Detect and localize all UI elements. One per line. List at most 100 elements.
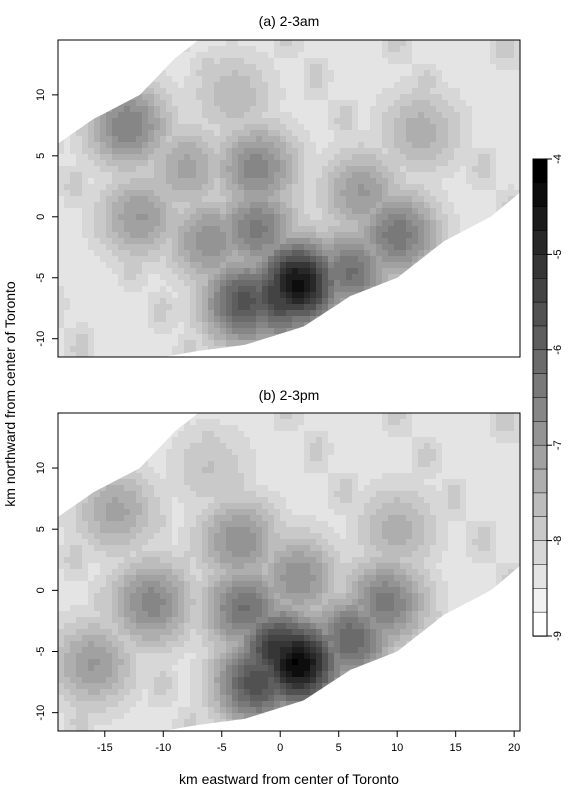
heatmap-cell [184, 76, 191, 83]
heatmap-cell [304, 100, 311, 107]
heatmap-cell [298, 292, 305, 299]
heatmap-cell [430, 202, 437, 209]
heatmap-cell [382, 232, 389, 239]
heatmap-cell [364, 262, 371, 269]
heatmap-cell [328, 64, 335, 71]
heatmap-cell [172, 286, 179, 293]
heatmap-cell [406, 106, 413, 113]
heatmap-cell [250, 64, 257, 71]
heatmap-cell [448, 40, 455, 47]
heatmap-cell [232, 256, 239, 263]
heatmap-cell [424, 214, 431, 221]
heatmap-cell [376, 316, 383, 323]
heatmap-cell [292, 142, 299, 149]
heatmap-cell [448, 226, 455, 233]
heatmap-cell [388, 268, 395, 275]
heatmap-cell [460, 352, 467, 359]
heatmap-cell [172, 238, 179, 245]
heatmap-cell [370, 310, 377, 317]
heatmap-cell [250, 208, 257, 215]
heatmap-cell [226, 214, 233, 221]
heatmap-cell [124, 340, 131, 347]
heatmap-cell [130, 136, 137, 143]
heatmap-cell [286, 46, 293, 53]
heatmap-cell [442, 136, 449, 143]
heatmap-cell [292, 184, 299, 191]
heatmap-cell [142, 184, 149, 191]
heatmap-cell [154, 346, 161, 353]
heatmap-cell [190, 280, 197, 287]
heatmap-cell [226, 328, 233, 335]
heatmap-cell [358, 419, 365, 426]
heatmap-cell [346, 328, 353, 335]
heatmap-cell [100, 437, 107, 444]
heatmap-cell [502, 455, 509, 462]
heatmap-cell [262, 88, 269, 95]
heatmap-cell [124, 280, 131, 287]
heatmap-cell [454, 437, 461, 444]
heatmap-cell [394, 340, 401, 347]
heatmap-cell [460, 112, 467, 119]
heatmap-cell [430, 136, 437, 143]
heatmap-cell [106, 88, 113, 95]
heatmap-cell [220, 220, 227, 227]
heatmap-cell [382, 244, 389, 251]
heatmap-cell [244, 346, 251, 353]
heatmap-cell [430, 431, 437, 438]
heatmap-cell [430, 52, 437, 59]
heatmap-cell [376, 154, 383, 161]
heatmap-cell [154, 304, 161, 311]
heatmap-cell [454, 346, 461, 353]
heatmap-cell [190, 437, 197, 444]
heatmap-cell [208, 274, 215, 281]
heatmap-cell [424, 437, 431, 444]
heatmap-cell [496, 184, 503, 191]
heatmap-cell [304, 76, 311, 83]
heatmap-cell [328, 298, 335, 305]
heatmap-cell [106, 178, 113, 185]
heatmap-cell [172, 160, 179, 167]
heatmap-cell [274, 118, 281, 125]
heatmap-cell [196, 419, 203, 426]
heatmap-cell [304, 94, 311, 101]
heatmap-cell [328, 425, 335, 432]
heatmap-cell [382, 425, 389, 432]
heatmap-cell [508, 118, 515, 125]
heatmap-cell [364, 52, 371, 59]
heatmap-cell [136, 184, 143, 191]
heatmap-cell [460, 94, 467, 101]
heatmap-cell [268, 274, 275, 281]
heatmap-cell [166, 94, 173, 101]
heatmap-cell [178, 310, 185, 317]
heatmap-cell [322, 322, 329, 329]
heatmap-cell [256, 340, 263, 347]
heatmap-cell [328, 268, 335, 275]
heatmap-cell [280, 455, 287, 462]
heatmap-cell [58, 298, 65, 305]
heatmap-cell [322, 244, 329, 251]
heatmap-cell [322, 298, 329, 305]
heatmap-cell [166, 274, 173, 281]
heatmap-cell [106, 52, 113, 59]
heatmap-cell [76, 238, 83, 245]
heatmap-cell [154, 178, 161, 185]
heatmap-cell [262, 479, 269, 486]
heatmap-cell [100, 226, 107, 233]
heatmap-cell [154, 106, 161, 113]
heatmap-cell [136, 88, 143, 95]
heatmap-cell [172, 88, 179, 95]
heatmap-cell [250, 46, 257, 53]
heatmap-cell [358, 280, 365, 287]
heatmap-cell [328, 184, 335, 191]
heatmap-cell [220, 479, 227, 486]
heatmap-cell [238, 202, 245, 209]
heatmap-cell [364, 334, 371, 341]
heatmap-cell [340, 256, 347, 263]
heatmap-cell [286, 310, 293, 317]
heatmap-cell [448, 52, 455, 59]
heatmap-cell [322, 352, 329, 359]
heatmap-cell [442, 124, 449, 131]
heatmap-cell [424, 142, 431, 149]
heatmap-cell [244, 449, 251, 456]
heatmap-cell [346, 461, 353, 468]
